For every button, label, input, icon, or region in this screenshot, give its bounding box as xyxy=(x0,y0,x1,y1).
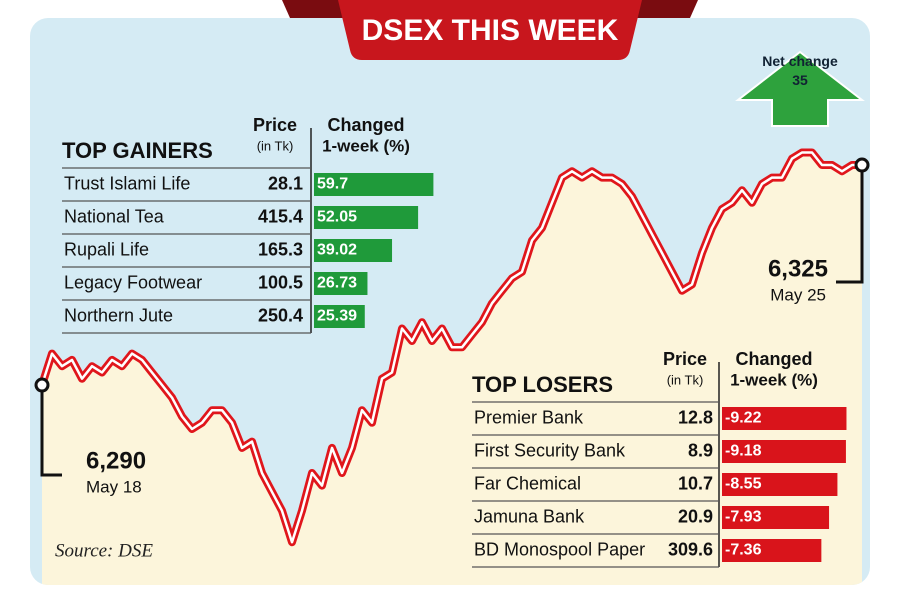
change-label: 52.05 xyxy=(317,209,357,226)
chart-title: DSEX THIS WEEK xyxy=(362,14,619,47)
change-bar xyxy=(314,272,368,295)
net-change-label: Net change xyxy=(762,53,838,69)
end-bracket xyxy=(836,165,864,284)
change-bar xyxy=(722,539,822,562)
row-price: 165.3 xyxy=(258,239,303,259)
row-price: 10.7 xyxy=(678,473,713,493)
change-bar xyxy=(314,305,365,328)
table-title: TOP GAINERS xyxy=(62,138,213,163)
change-label: 25.39 xyxy=(317,308,357,325)
start-date: May 18 xyxy=(86,477,142,496)
change-label: 39.02 xyxy=(317,242,357,259)
change-header: Changed xyxy=(735,349,812,369)
line-highlight xyxy=(40,151,862,544)
price-unit: (in Tk) xyxy=(257,138,294,153)
change-bar xyxy=(722,506,830,529)
change-bar xyxy=(314,206,419,229)
row-price: 20.9 xyxy=(678,506,713,526)
row-price: 8.9 xyxy=(688,440,713,460)
change-bar xyxy=(722,473,838,496)
net-change-arrow xyxy=(735,50,865,127)
price-header: Price xyxy=(663,349,707,369)
start-bracket xyxy=(40,385,62,477)
change-header: Changed xyxy=(327,115,404,135)
change-label: -9.18 xyxy=(725,443,762,460)
row-price: 415.4 xyxy=(258,206,303,226)
change-label: 59.7 xyxy=(317,176,348,193)
change-label: -7.36 xyxy=(725,542,762,559)
change-unit: 1-week (%) xyxy=(730,370,818,389)
row-name: BD Monospool Paper xyxy=(474,539,645,559)
end-value: 6,325 xyxy=(768,255,828,282)
row-name: Northern Jute xyxy=(64,305,173,325)
price-unit: (in Tk) xyxy=(667,372,704,387)
change-bar xyxy=(314,239,393,262)
change-label: -8.55 xyxy=(725,476,762,493)
start-point xyxy=(34,377,50,393)
row-name: National Tea xyxy=(64,206,165,226)
banner xyxy=(338,0,642,60)
change-label: 26.73 xyxy=(317,275,357,292)
net-change: Net change 35 xyxy=(760,52,840,90)
row-price: 250.4 xyxy=(258,305,303,325)
end-point xyxy=(854,157,870,173)
row-name: Jamuna Bank xyxy=(474,506,585,526)
end-date: May 25 xyxy=(770,285,826,304)
change-unit: 1-week (%) xyxy=(322,136,410,155)
row-price: 100.5 xyxy=(258,272,303,292)
row-name: Premier Bank xyxy=(474,407,584,427)
row-price: 28.1 xyxy=(268,173,303,193)
change-bar xyxy=(314,173,434,196)
row-name: Trust Islami Life xyxy=(64,173,190,193)
row-price: 12.8 xyxy=(678,407,713,427)
change-bar xyxy=(722,407,847,430)
row-name: Legacy Footwear xyxy=(64,272,202,292)
area xyxy=(42,152,862,585)
net-change-value: 35 xyxy=(792,72,808,88)
source: Source: DSE xyxy=(55,540,153,561)
change-label: -9.22 xyxy=(725,410,762,427)
row-price: 309.6 xyxy=(668,539,713,559)
change-bar xyxy=(722,440,846,463)
table-title: TOP LOSERS xyxy=(472,372,613,397)
price-header: Price xyxy=(253,115,297,135)
change-label: -7.93 xyxy=(725,509,762,526)
row-name: Rupali Life xyxy=(64,239,149,259)
start-value: 6,290 xyxy=(86,447,146,474)
row-name: Far Chemical xyxy=(474,473,581,493)
row-name: First Security Bank xyxy=(474,440,626,460)
